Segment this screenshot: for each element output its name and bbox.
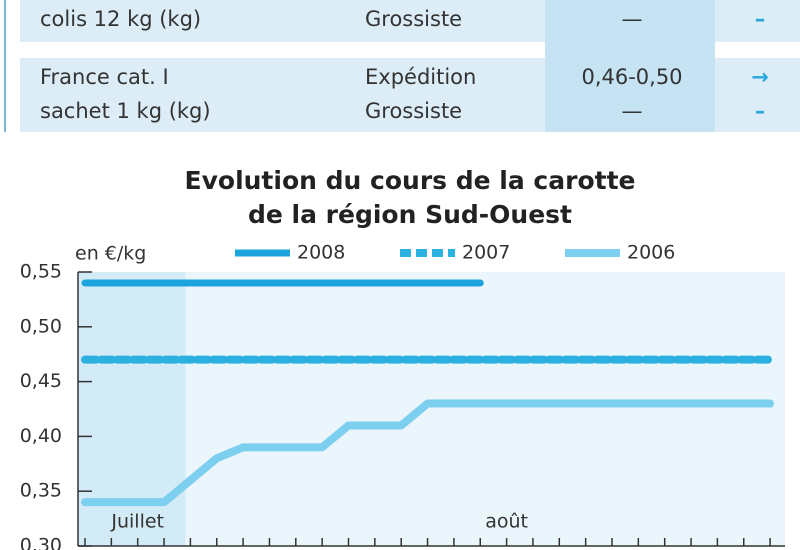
table-cell: colis 12 kg (kg) [40,7,201,31]
x-tick-label: Juillet [110,511,164,533]
plot-background [78,272,785,546]
y-tick-label: 0,35 [20,480,62,502]
chart-title: de la région Sud-Ouest [248,200,572,229]
table-cell: → [751,65,769,89]
table-cell: Grossiste [365,7,462,31]
chart: Evolution du cours de la carotte de la ré… [20,166,785,550]
table-cell: — [622,99,643,123]
table-cell: 0,46-0,50 [581,65,682,89]
price-column [545,0,715,132]
table-cell: – [755,99,766,123]
chart-title: Evolution du cours de la carotte [185,166,636,195]
series-line [81,399,775,507]
y-tick-label: 0,45 [20,370,62,392]
legend-label: 2006 [627,242,675,264]
x-tick-label: août [485,511,528,533]
table-cell: France cat. I [40,65,169,89]
y-tick-label: 0,40 [20,425,62,447]
table: colis 12 kg (kg) Grossiste — – France cat. I… [40,7,769,123]
legend-label: 2008 [297,242,345,264]
table-cell: Expédition [365,65,476,89]
legend-label: 2007 [462,242,510,264]
y-tick-label: 0,55 [20,261,62,283]
y-tick-label: 0,50 [20,315,62,337]
table-cell: — [622,7,643,31]
y-tick-label: 0,30 [20,535,62,550]
y-axis-label: en €/kg [75,243,146,265]
table-cell: sachet 1 kg (kg) [40,99,211,123]
table-cell: Grossiste [365,99,462,123]
table-cell: – [755,7,766,31]
